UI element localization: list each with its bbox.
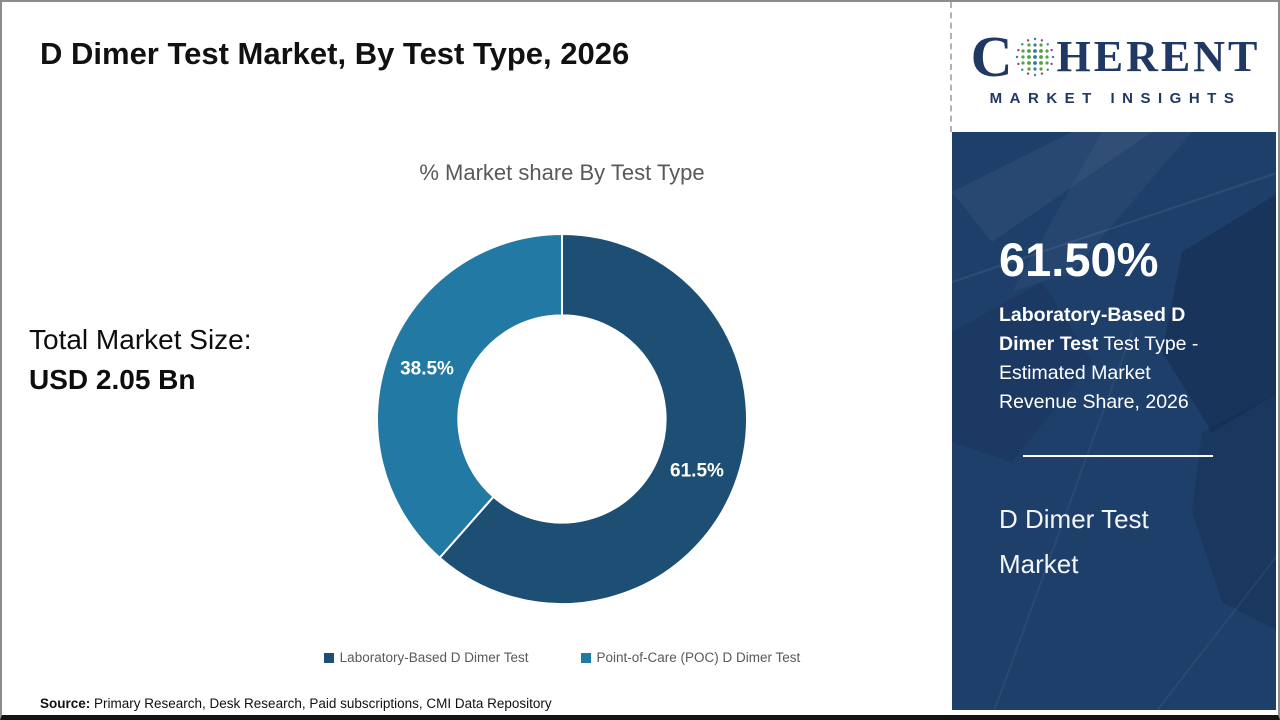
logo-wordmark: C HERENT <box>970 23 1261 89</box>
legend-item-poc: Point-of-Care (POC) D Dimer Test <box>580 650 801 665</box>
slice-label-1: 38.5% <box>400 359 454 380</box>
logo-letter-c: C <box>970 23 1013 89</box>
sidebar-content: 61.50% Laboratory-Based D Dimer Test Tes… <box>952 132 1276 587</box>
globe-dots-icon <box>1015 37 1055 82</box>
brand-logo: C HERENT MARKET INSIGHTS <box>950 2 1278 132</box>
chart-title: % Market share By Test Type <box>419 160 705 185</box>
chart-legend: Laboratory-Based D Dimer Test Point-of-C… <box>262 650 862 665</box>
legend-label-poc: Point-of-Care (POC) D Dimer Test <box>596 650 801 665</box>
legend-label-laboratory: Laboratory-Based D Dimer Test <box>339 650 529 665</box>
sidebar: 61.50% Laboratory-Based D Dimer Test Tes… <box>952 132 1276 710</box>
legend-swatch-laboratory <box>323 652 334 663</box>
sidebar-description-rest: Test Type - Estimated Market Revenue Sha… <box>999 333 1199 413</box>
sidebar-headline-value: 61.50% <box>999 233 1159 286</box>
world-map-texture <box>952 132 1276 710</box>
source-label: Source: <box>40 696 91 711</box>
logo-letters-herent: HERENT <box>1056 31 1261 81</box>
total-market-size-value: USD 2.05 Bn <box>29 364 196 395</box>
page-title: D Dimer Test Market, By Test Type, 2026 <box>40 36 630 71</box>
donut-slice-0 <box>438 232 748 605</box>
legend-item-laboratory: Laboratory-Based D Dimer Test <box>323 650 529 665</box>
legend-swatch-poc <box>580 652 591 663</box>
sidebar-divider <box>1022 455 1213 457</box>
sidebar-market-title: D Dimer Test Market <box>999 504 1149 579</box>
source-text: Primary Research, Desk Research, Paid su… <box>90 696 552 711</box>
total-market-size-label: Total Market Size: <box>29 324 252 355</box>
slice-label-0: 61.5% <box>670 461 724 482</box>
logo-subtitle: MARKET INSIGHTS <box>989 89 1242 107</box>
total-market-size-block: Total Market Size: USD 2.05 Bn <box>29 324 252 396</box>
donut-chart: 61.5% 38.5% <box>342 199 782 639</box>
sidebar-description: Laboratory-Based D Dimer Test Test Type … <box>999 301 1217 417</box>
sidebar-description-bold: Laboratory-Based D Dimer Test <box>999 304 1186 355</box>
donut-slice-1 <box>376 232 563 560</box>
source-line: Source: Primary Research, Desk Research,… <box>40 696 552 711</box>
